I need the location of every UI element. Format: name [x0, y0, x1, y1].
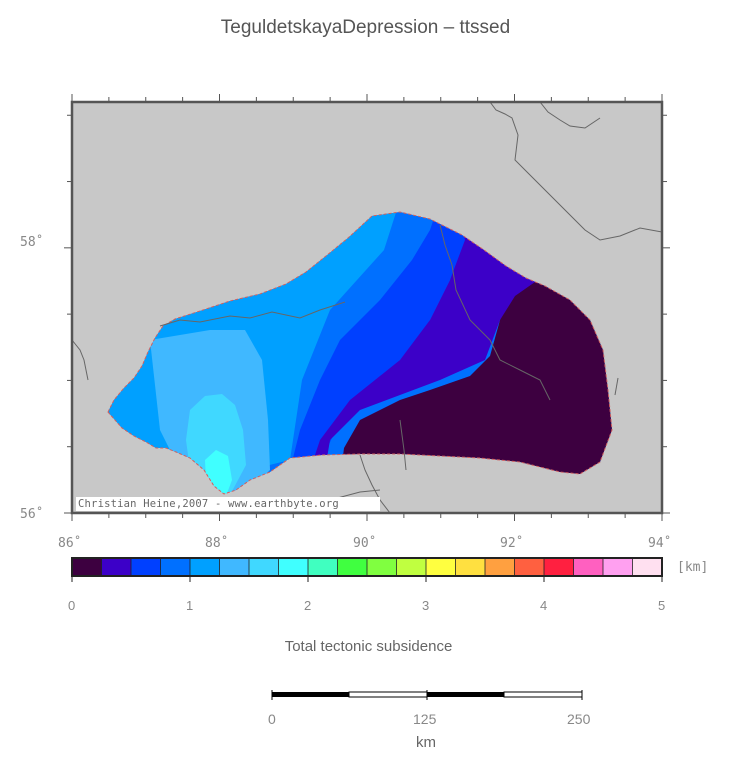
colorbar-label-2: 2	[304, 598, 312, 613]
colorbar-swatch	[337, 557, 368, 577]
frame-ticks	[64, 94, 670, 521]
colorbar-swatch	[425, 557, 457, 577]
colorbar-label-4: 4	[540, 598, 548, 613]
colorbar-swatch	[278, 557, 309, 577]
colorbar-swatch	[219, 557, 250, 577]
colorbar-swatch	[573, 557, 604, 577]
colorbar-swatch	[71, 557, 103, 577]
lat-label-56: 56˚	[20, 507, 44, 522]
scale-label-250: 250	[567, 711, 591, 727]
rivers-borders	[72, 102, 662, 513]
colorbar-swatch	[160, 557, 191, 577]
scale-label-125: 125	[413, 711, 437, 727]
credit-text: Christian Heine,2007 - www.earthbyte.org	[78, 498, 339, 510]
lon-label-90: 90˚	[353, 536, 377, 551]
colorbar-label-1: 1	[186, 598, 194, 613]
river-south-3	[399, 419, 407, 471]
colorbar-swatch	[455, 557, 486, 577]
lon-label-88: 88˚	[205, 536, 229, 551]
colorbar-title: Total tectonic subsidence	[284, 638, 453, 655]
band-0-4	[290, 212, 470, 470]
colorbar-label-0: 0	[68, 598, 76, 613]
colorbar-swatch	[101, 557, 132, 577]
river-south	[359, 454, 391, 513]
lon-label-94: 94˚	[648, 536, 672, 551]
river-north	[489, 102, 662, 241]
map-title: TeguldetskayaDepression – ttssed	[220, 17, 511, 38]
credit-box	[76, 497, 380, 511]
colorbar-swatch	[248, 557, 280, 577]
colorbar-swatch	[514, 557, 545, 577]
colorbar-label-5: 5	[658, 598, 666, 613]
river-mid	[159, 301, 346, 327]
colorbar	[71, 557, 663, 582]
colorbar-label-3: 3	[422, 598, 430, 613]
colorbar-frame	[71, 557, 663, 577]
lon-label-86: 86˚	[58, 536, 82, 551]
colorbar-swatch	[366, 557, 398, 577]
lat-label-58: 58˚	[20, 235, 44, 250]
colorbar-swatch	[543, 557, 575, 577]
colorbar-swatch	[307, 557, 339, 577]
colorbar-unit: [km]	[677, 560, 709, 575]
colorbar-swatch	[484, 557, 516, 577]
colorbar-swatch	[632, 557, 663, 577]
scale-label-0: 0	[268, 711, 276, 727]
river-east-2	[614, 377, 619, 396]
band-0-0	[340, 282, 612, 480]
scale-unit: km	[416, 734, 436, 751]
lon-label-92: 92˚	[500, 536, 524, 551]
scale-bar	[271, 690, 583, 700]
subsidence-field	[108, 212, 612, 494]
colorbar-swatch	[130, 557, 162, 577]
colorbar-swatch	[602, 557, 634, 577]
river-west	[72, 339, 89, 381]
river-east	[439, 224, 551, 401]
colorbar-swatch	[396, 557, 427, 577]
colorbar-swatch	[189, 557, 221, 577]
basin-outline	[107, 211, 613, 495]
river-ne	[539, 102, 601, 129]
